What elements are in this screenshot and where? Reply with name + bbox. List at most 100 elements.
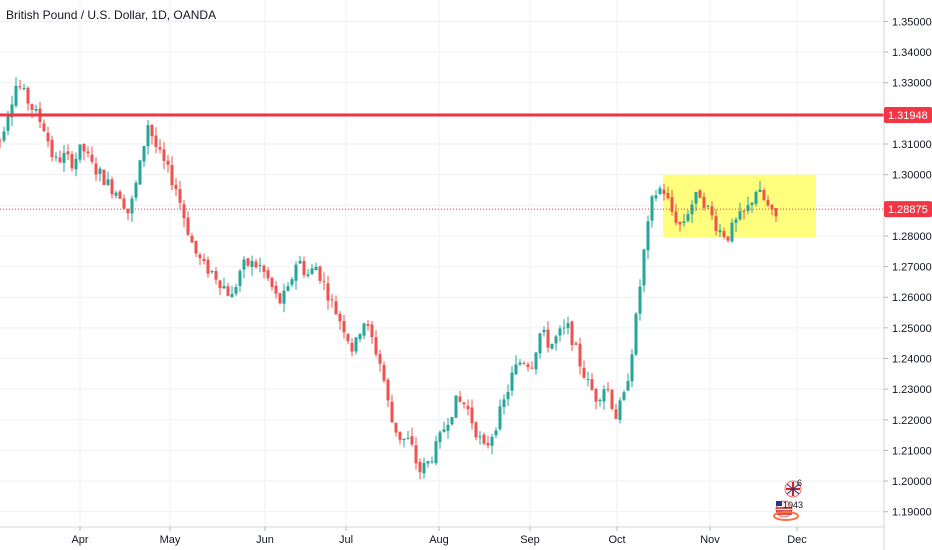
candle-body: [694, 192, 698, 204]
candle-body: [614, 409, 618, 419]
resistance-tag-bg: [884, 106, 932, 123]
candle-body: [114, 192, 118, 196]
candle-body: [590, 379, 594, 390]
candle-body: [162, 149, 166, 161]
candle-body: [766, 200, 770, 206]
candle-body: [610, 389, 614, 409]
candle-body: [586, 379, 590, 381]
candle-body: [486, 442, 490, 446]
candle-body: [386, 379, 390, 401]
candle-body: [602, 389, 606, 402]
candle-body: [126, 208, 130, 214]
candle-body: [142, 146, 146, 162]
y-tick-label: 1.27000: [892, 262, 932, 274]
candle-body: [726, 236, 730, 241]
candle-body: [426, 461, 430, 464]
candle-body: [550, 343, 554, 349]
us-event-marker[interactable]: 1043: [773, 500, 803, 521]
x-tick-label: Aug: [429, 534, 449, 546]
candle-body: [430, 461, 434, 463]
candle-body: [170, 165, 174, 186]
last-price-tag-label: 1.28875: [888, 204, 928, 216]
candle-body: [90, 154, 94, 162]
candle-body: [22, 87, 26, 89]
candle-body: [394, 422, 398, 433]
candle-body: [762, 190, 766, 200]
candle-body: [638, 286, 642, 314]
candle-body: [294, 264, 298, 281]
candle-body: [34, 108, 38, 111]
candle-body: [302, 260, 306, 275]
candle-body: [542, 330, 546, 333]
candle-body: [202, 258, 206, 262]
candle-body: [54, 156, 58, 158]
candle-body: [146, 125, 150, 147]
candle-body: [510, 372, 514, 391]
candle-body: [106, 179, 110, 185]
x-tick-label: Sep: [520, 534, 540, 546]
candle-body: [358, 334, 362, 340]
candle-body: [70, 154, 74, 169]
candle-body: [122, 198, 126, 209]
candle-body: [686, 214, 690, 221]
candle-body: [326, 283, 330, 301]
candle-body: [570, 321, 574, 346]
candle-body: [678, 222, 682, 225]
price-axis[interactable]: 1.350001.340001.330001.320001.310001.300…: [884, 16, 932, 519]
candle-body: [546, 329, 550, 348]
candle-body: [254, 261, 258, 268]
candle-body: [42, 123, 46, 132]
candle-body: [238, 270, 242, 287]
candle-body: [534, 352, 538, 370]
candle-body: [94, 163, 98, 175]
candle-body: [530, 367, 534, 369]
candle-body: [742, 210, 746, 212]
candle-body: [738, 211, 742, 220]
resistance-tag-label: 1.31948: [888, 110, 928, 122]
candle-body: [46, 132, 50, 142]
candle-body: [662, 189, 666, 194]
candle-body: [630, 354, 634, 382]
candle-body: [330, 299, 334, 301]
candle-body: [506, 391, 510, 400]
candle-body: [522, 363, 526, 365]
y-tick-label: 1.22000: [892, 415, 932, 427]
candle-body: [222, 286, 226, 289]
candle-body: [734, 219, 738, 223]
candle-body: [582, 367, 586, 378]
candle-body: [706, 205, 710, 207]
candle-body: [454, 395, 458, 418]
candle-body: [478, 436, 482, 438]
candle-body: [66, 151, 70, 155]
candle-body: [306, 274, 310, 276]
y-tick-label: 1.19000: [892, 507, 932, 519]
x-tick-label: Jun: [256, 534, 274, 546]
candle-body: [282, 290, 286, 304]
gb-event-marker[interactable]: 6: [784, 478, 802, 498]
candle-body: [310, 268, 314, 274]
time-axis[interactable]: Apr May Jun Jul Aug Sep Oct Nov Dec: [71, 527, 807, 546]
y-tick-label: 1.24000: [892, 353, 932, 365]
candle-body: [346, 334, 350, 342]
candle-body: [154, 135, 158, 147]
us-event-count: 1043: [783, 500, 803, 510]
candle-body: [334, 301, 338, 315]
candle-body: [118, 191, 122, 199]
candle-body: [450, 417, 454, 425]
candle-body: [470, 407, 474, 424]
candle-body: [406, 437, 410, 439]
candle-body: [338, 313, 342, 322]
candle-body: [594, 388, 598, 402]
candle-body: [194, 240, 198, 254]
candle-body: [166, 160, 170, 165]
candle-body: [526, 364, 530, 367]
candle-body: [62, 152, 66, 164]
us-flag-stripes: [776, 507, 792, 515]
x-tick-label: Oct: [608, 534, 625, 546]
y-tick-label: 1.20000: [892, 476, 932, 488]
candle-body: [266, 270, 270, 279]
candle-body: [210, 270, 214, 273]
y-tick-label: 1.21000: [892, 445, 932, 457]
y-tick-label: 1.23000: [892, 384, 932, 396]
